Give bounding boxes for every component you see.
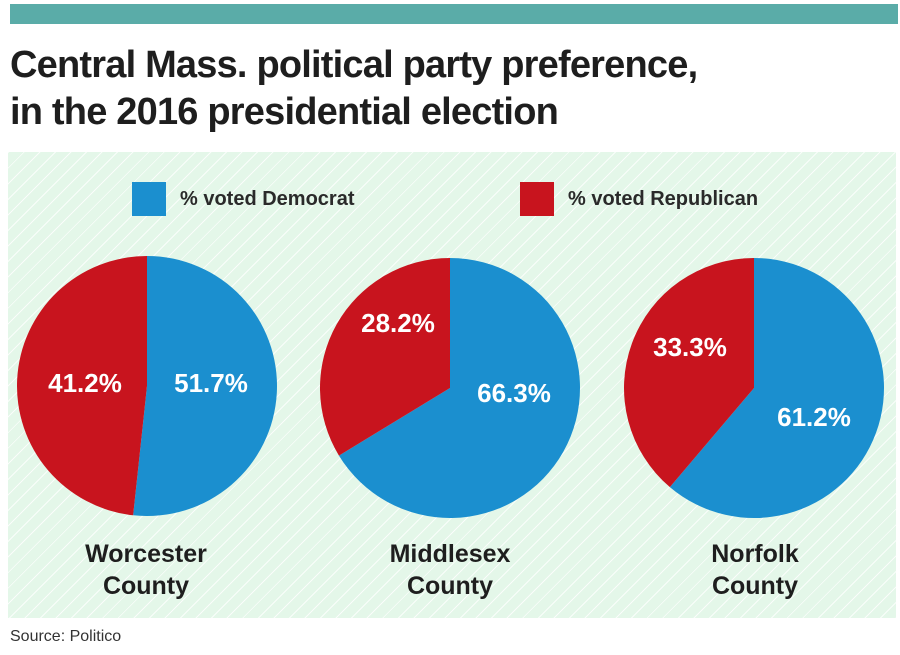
top-accent-bar <box>10 4 898 24</box>
pie-slice-norfolk-republican <box>624 258 754 488</box>
county-label-middlesex-line-1: Middlesex <box>389 540 511 568</box>
pie-label-worcester-republican: 41.2% <box>48 368 122 398</box>
county-label-norfolk: Norfolk County <box>645 538 865 602</box>
source-note: Source: Politico <box>10 628 122 645</box>
pie-slice-middlesex-democrat <box>338 258 580 518</box>
pie-slice-norfolk-democrat <box>669 258 884 518</box>
pie-label-norfolk-democrat: 61.2% <box>777 402 851 432</box>
pie-slice-worcester-democrat <box>133 256 277 516</box>
pie-label-norfolk-republican: 33.3% <box>653 332 727 362</box>
pie-charts: 51.7% 41.2% 66.3% 28.2% 61.2% 33.3% <box>16 256 884 518</box>
legend-swatch-democrat <box>132 182 166 216</box>
pie-label-middlesex-democrat: 66.3% <box>477 378 551 408</box>
chart-title-line-2: in the 2016 presidential election <box>10 91 559 133</box>
chart-title: Central Mass. political party preference… <box>10 42 890 136</box>
legend-item-republican: % voted Republican <box>520 182 758 216</box>
pie-slice-middlesex-republican <box>320 258 450 456</box>
chart-panel: % voted Democrat % voted Republican 51.7… <box>8 152 896 618</box>
pie-label-middlesex-republican: 28.2% <box>361 308 435 338</box>
county-label-worcester-line-2: County <box>102 572 190 600</box>
pie-slice-worcester-republican <box>16 256 148 516</box>
pie-label-worcester-democrat: 51.7% <box>174 368 248 398</box>
county-label-worcester-line-1: Worcester <box>85 540 207 568</box>
legend-item-democrat: % voted Democrat <box>132 182 355 216</box>
county-label-worcester: Worcester County <box>36 538 256 602</box>
county-label-middlesex: Middlesex County <box>340 538 560 602</box>
county-label-norfolk-line-2: County <box>711 572 799 600</box>
chart-title-line-1: Central Mass. political party preference… <box>10 44 698 86</box>
legend-label-democrat: % voted Democrat <box>180 187 355 210</box>
legend-label-republican: % voted Republican <box>568 187 759 210</box>
legend-swatch-republican <box>520 182 554 216</box>
county-label-norfolk-line-1: Norfolk <box>711 540 799 568</box>
county-label-middlesex-line-2: County <box>406 572 494 600</box>
